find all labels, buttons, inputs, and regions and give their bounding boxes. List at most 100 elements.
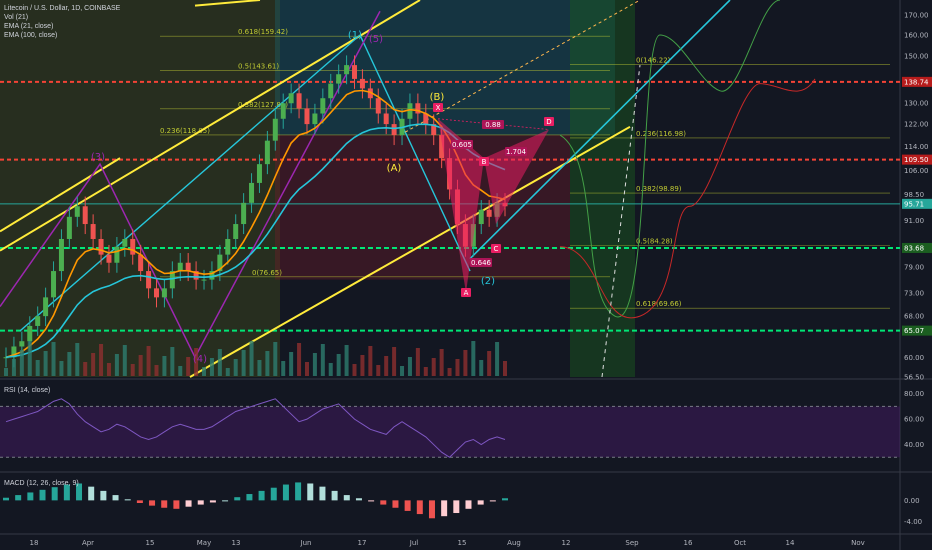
y-tick-14: 73.00 bbox=[904, 289, 924, 297]
macd-hist-bar bbox=[222, 500, 229, 502]
volume-bar bbox=[328, 363, 333, 376]
annotation-4: (5) bbox=[369, 34, 383, 45]
x-tick-8: 15 bbox=[458, 539, 467, 547]
volume-bar bbox=[479, 360, 484, 376]
candle-body bbox=[74, 206, 80, 217]
volume-bar bbox=[344, 345, 349, 376]
rsi-title[interactable]: RSI (14, close) bbox=[4, 387, 51, 394]
candle-body bbox=[336, 74, 342, 84]
candle-body bbox=[241, 202, 247, 225]
candle-body bbox=[82, 206, 88, 225]
level-tag-0 bbox=[902, 76, 932, 87]
ema100-indicator-label[interactable]: EMA (100, close) bbox=[4, 32, 58, 39]
fib-zone-olive bbox=[0, 0, 280, 377]
x-tick-2: 15 bbox=[146, 539, 155, 547]
macd-hist-bar bbox=[197, 500, 204, 505]
x-tick-9: Aug bbox=[507, 539, 521, 547]
candle-body bbox=[249, 182, 255, 203]
channel-lower-line bbox=[189, 125, 631, 378]
volume-bar bbox=[233, 359, 238, 376]
rsi-tick-2: 40.00 bbox=[904, 441, 924, 449]
pattern-point-bg-8 bbox=[461, 288, 471, 297]
volume-bar bbox=[59, 361, 64, 376]
vol-indicator-label[interactable]: Vol (21) bbox=[4, 14, 29, 21]
annotation-3: (4) bbox=[193, 354, 207, 365]
x-tick-5: Jun bbox=[300, 539, 312, 547]
ema100-line bbox=[5, 123, 506, 359]
candle-body bbox=[225, 238, 231, 255]
volume-bar bbox=[146, 346, 151, 376]
candle-body bbox=[58, 238, 64, 272]
ratio-bg-14 bbox=[505, 147, 527, 156]
candle-body bbox=[27, 325, 33, 342]
volume-bar bbox=[217, 349, 222, 376]
macd-hist-bar bbox=[428, 500, 435, 519]
candle-body bbox=[138, 254, 144, 272]
candle-body bbox=[153, 288, 159, 298]
volume-bar bbox=[178, 366, 183, 376]
candle-body bbox=[169, 271, 175, 289]
candle-body bbox=[66, 216, 72, 239]
annotation-14: 1.704 bbox=[506, 148, 527, 156]
candle-body bbox=[391, 124, 397, 136]
macd-hist-bar bbox=[343, 495, 350, 501]
trend-line-cyan-3 bbox=[359, 34, 471, 272]
macd-hist-bar bbox=[392, 500, 399, 508]
x-tick-0: 18 bbox=[30, 539, 39, 547]
macd-hist-bar bbox=[441, 500, 448, 517]
volume-bar bbox=[35, 360, 40, 376]
macd-hist-bar bbox=[161, 500, 168, 508]
volume-bar bbox=[400, 366, 405, 376]
candle-body bbox=[11, 346, 17, 358]
volume-bar bbox=[392, 347, 397, 376]
candle-body bbox=[367, 88, 373, 99]
dotted-projection bbox=[399, 0, 641, 136]
macd-hist-bar bbox=[27, 492, 34, 501]
y-tick-0: 170.00 bbox=[904, 12, 929, 20]
volume-bar bbox=[75, 343, 80, 376]
candle-body bbox=[3, 357, 9, 359]
macd-hist-bar bbox=[63, 484, 70, 501]
pattern-point-bg-9 bbox=[479, 157, 489, 166]
macd-hist-bar bbox=[477, 500, 484, 505]
macd-hist-bar bbox=[51, 487, 58, 501]
macd-hist-bar bbox=[124, 499, 131, 501]
volume-bar bbox=[423, 367, 428, 376]
macd-hist-bar bbox=[307, 483, 314, 501]
volume-bar bbox=[91, 353, 96, 376]
ratio-bg-15 bbox=[470, 258, 492, 267]
candle-body bbox=[280, 103, 286, 119]
macd-hist-bar bbox=[246, 494, 253, 501]
fib-label-8: 0.618(69.66) bbox=[636, 300, 682, 308]
rsi-tick-0: 80.00 bbox=[904, 390, 924, 398]
volume-bar bbox=[114, 354, 119, 376]
candle-body bbox=[51, 271, 57, 298]
annotation-2: (3) bbox=[91, 152, 105, 163]
candle-body bbox=[423, 113, 429, 125]
macd-hist-bar bbox=[380, 500, 387, 505]
trend-line-cyan-2 bbox=[19, 34, 361, 332]
ema21-indicator-label[interactable]: EMA (21, close) bbox=[4, 23, 54, 30]
symbol-title[interactable]: Litecoin / U.S. Dollar, 1D, COINBASE bbox=[4, 5, 121, 12]
macd-hist-bar bbox=[136, 500, 143, 503]
volume-bar bbox=[4, 368, 8, 376]
x-tick-13: Oct bbox=[734, 539, 746, 547]
macd-hist-bar bbox=[88, 486, 95, 501]
candle-body bbox=[233, 224, 239, 239]
channel-top-line bbox=[194, 0, 261, 7]
macd-title[interactable]: MACD (12, 26, close, 9) bbox=[4, 480, 79, 487]
annotation-11: D bbox=[546, 118, 551, 126]
volume-bar bbox=[320, 344, 325, 376]
ema21-line bbox=[5, 89, 506, 359]
macd-hist-bar bbox=[368, 500, 375, 502]
volume-bar bbox=[304, 362, 309, 376]
candle-body bbox=[114, 246, 120, 263]
volume-bar bbox=[202, 367, 207, 376]
y-tick-11: 91.00 bbox=[904, 217, 924, 225]
annotation-0: (1) bbox=[348, 30, 362, 41]
macd-tick-1: -4.00 bbox=[904, 518, 922, 526]
x-tick-7: Jul bbox=[409, 539, 419, 547]
macd-hist-bar bbox=[416, 500, 423, 515]
macd-hist-bar bbox=[489, 500, 496, 502]
